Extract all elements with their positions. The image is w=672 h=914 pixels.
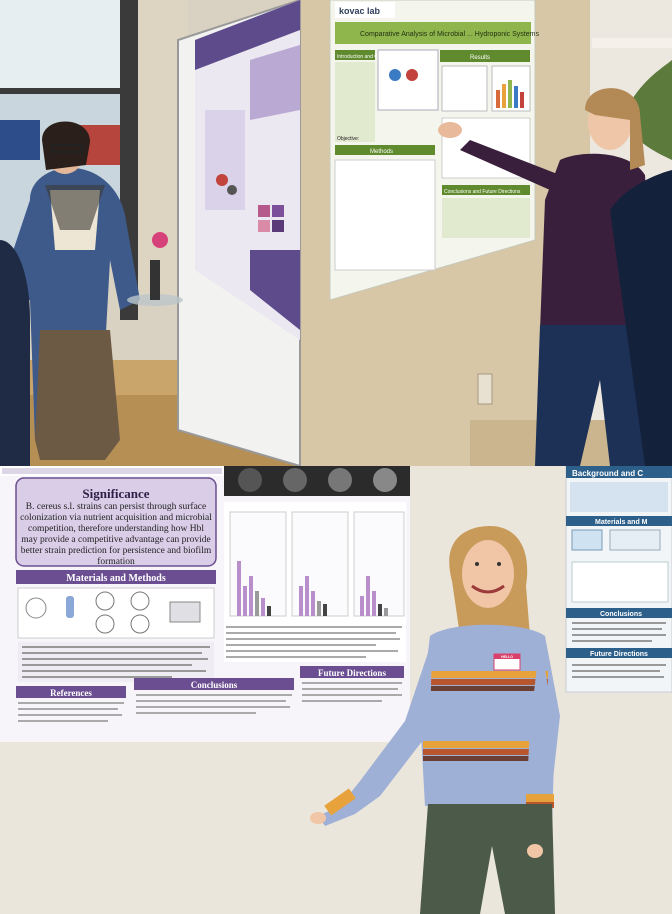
intro-heading: Introduction and Objective <box>337 54 395 60</box>
poster-title: Comparative Analysis of Microbial ... Hy… <box>360 31 539 38</box>
future-directions-heading: Future Directions <box>318 668 386 678</box>
significance-text: B. cereus s.l. strains can persist throu… <box>20 502 212 564</box>
side-future-heading: Future Directions <box>590 651 648 658</box>
materials-heading: Materials and Methods <box>66 573 166 584</box>
bottom-photo: Significance B. cereus s.l. strains can … <box>0 466 672 914</box>
results-poster-left <box>195 0 300 340</box>
name-tag: HELLO <box>501 655 513 659</box>
side-poster: Background and C Materials and M Conclus… <box>565 466 672 693</box>
side-background-heading: Background and C <box>572 469 643 478</box>
side-materials-heading: Materials and M <box>595 519 648 526</box>
side-conclusions-heading: Conclusions <box>600 611 642 618</box>
bacillus-poster: Significance B. cereus s.l. strains can … <box>0 466 410 742</box>
results-heading: Results <box>470 55 490 61</box>
person-striped-sweater: HELLO <box>310 526 560 914</box>
significance-heading: Significance <box>82 486 149 501</box>
conclusions-heading-bottom: Conclusions <box>191 680 238 690</box>
kovac-lab-logo: kovac lab <box>339 6 381 16</box>
person-left <box>10 121 140 460</box>
conclusions-heading: Conclusions and Future Directions <box>444 189 521 195</box>
objective-label: Objective: <box>337 136 359 142</box>
top-photo: kovac lab Comparative Analysis of Microb… <box>0 0 672 466</box>
references-heading: References <box>50 688 92 698</box>
methods-heading: Methods <box>370 149 393 155</box>
